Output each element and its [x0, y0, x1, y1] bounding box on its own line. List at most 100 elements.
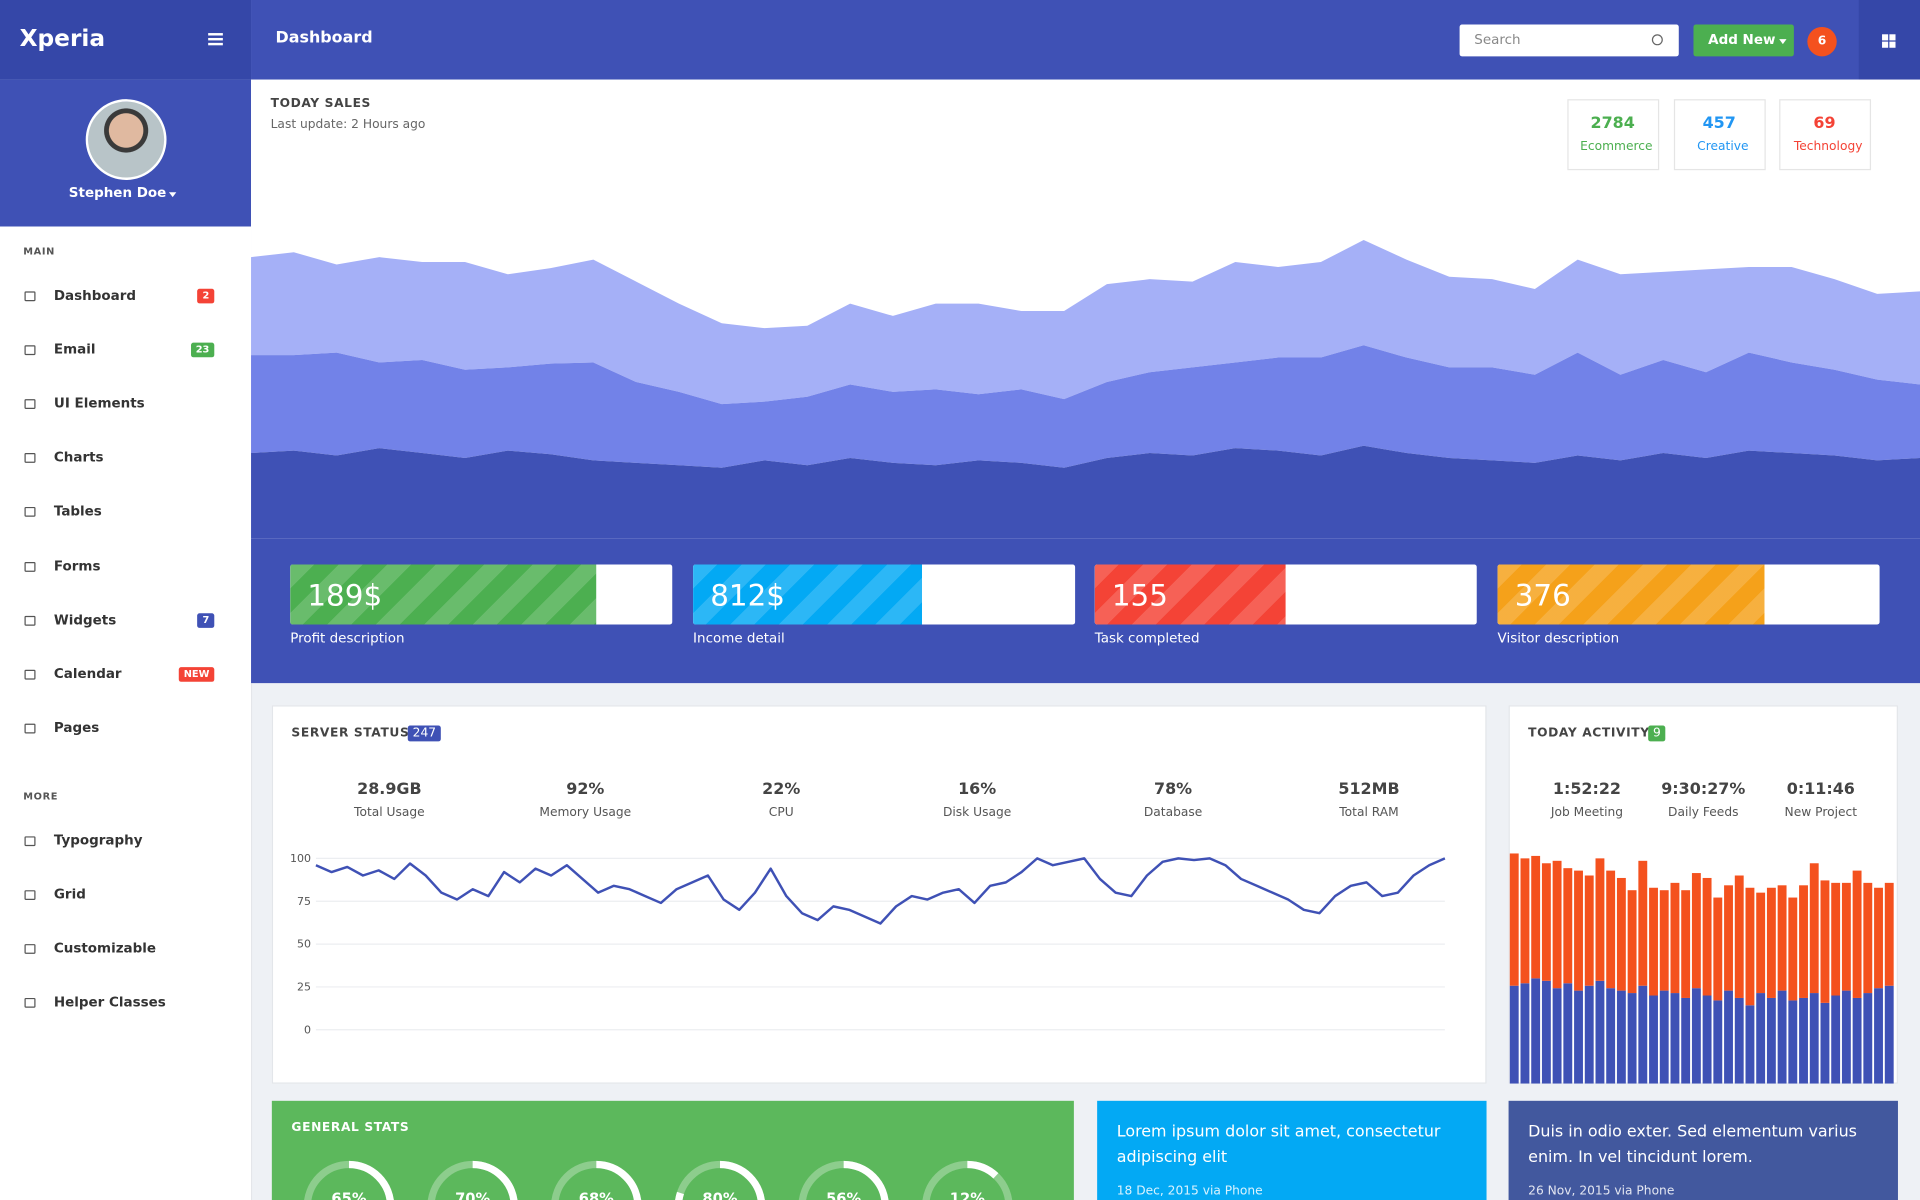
activity-bar: [1799, 885, 1808, 998]
post-card: [1508, 1100, 1898, 1200]
activity-bar: [1670, 882, 1680, 994]
stat-value: 16%: [958, 780, 997, 800]
activity-bar: [1820, 1002, 1830, 1084]
notification-badge[interactable]: 6: [1807, 26, 1837, 57]
menu-item[interactable]: Pages: [53, 719, 100, 736]
user-name[interactable]: Stephen Doe: [68, 184, 167, 201]
menu-toggle[interactable]: [208, 33, 223, 36]
activity-bar: [1799, 997, 1808, 1084]
notification-count: 6: [1817, 34, 1827, 49]
menu-badge: 2: [197, 288, 215, 304]
add-new-button[interactable]: Add New: [1693, 24, 1794, 57]
activity-bar: [1520, 983, 1530, 1084]
activity-bar: [1606, 988, 1616, 1084]
menu-icon: [24, 836, 36, 846]
panel-badge: 247: [407, 725, 441, 742]
stat-label: Creative: [1697, 140, 1749, 154]
donut-label: 56%: [826, 1191, 861, 1200]
grid-icon: [1882, 34, 1889, 41]
y-tick-label: 0: [304, 1023, 311, 1036]
area-layer: [251, 345, 1920, 468]
menu-item[interactable]: UI Elements: [53, 395, 145, 412]
activity-bar: [1584, 985, 1594, 1084]
activity-bar: [1713, 897, 1723, 1001]
activity-bar: [1627, 890, 1637, 994]
menu-badge: 7: [197, 612, 215, 628]
menu-item[interactable]: Dashboard: [53, 287, 137, 304]
activity-bar: [1874, 988, 1883, 1084]
activity-bar: [1884, 985, 1894, 1084]
stat-value: 457: [1702, 114, 1736, 133]
brand: Xperia: [19, 25, 106, 53]
donut-label: 65%: [331, 1191, 366, 1200]
menu-icon: [24, 561, 36, 572]
progress-label: Profit description: [290, 630, 405, 647]
menu-item[interactable]: Typography: [53, 832, 143, 849]
panel-title: GENERAL STATS: [291, 1121, 410, 1135]
section-title: TODAY SALES: [270, 97, 372, 111]
menu-item[interactable]: Tables: [53, 503, 102, 520]
donut-arc: [922, 1160, 1013, 1200]
menu-item[interactable]: Charts: [53, 449, 104, 466]
activity-bar: [1638, 860, 1648, 986]
stat-label: Technology: [1793, 140, 1863, 154]
y-tick-label: 50: [297, 938, 311, 951]
menu-badge: NEW: [178, 666, 215, 682]
activity-bar: [1766, 887, 1776, 998]
activity-bar: [1649, 887, 1658, 996]
activity-bar: [1681, 890, 1691, 998]
donut-arc: [551, 1160, 642, 1200]
apps-button[interactable]: [1858, 0, 1920, 80]
activity-bar: [1745, 1005, 1755, 1084]
donut-label: 70%: [455, 1191, 490, 1200]
activity-bar: [1552, 988, 1562, 1084]
stat-box: [1567, 99, 1660, 171]
menu-item[interactable]: Calendar: [53, 665, 122, 682]
post-card: [1097, 1100, 1487, 1200]
menu-icon: [24, 998, 36, 1008]
area-layer: [251, 239, 1920, 405]
progress-fill: [1497, 564, 1765, 625]
activity-chart: [1509, 853, 1894, 1084]
activity-bar: [1777, 990, 1787, 1084]
activity-bar: [1531, 978, 1541, 1084]
activity-bar: [1541, 863, 1551, 981]
menu-item[interactable]: Helper Classes: [53, 994, 166, 1011]
menu-item[interactable]: Widgets: [53, 611, 117, 628]
stat-label: Total Usage: [354, 806, 425, 820]
donut-label: 12%: [950, 1191, 985, 1200]
page-title: Dashboard: [275, 28, 373, 48]
activity-bar: [1852, 997, 1862, 1084]
activity-bar: [1595, 858, 1605, 981]
progress-value: 155: [1111, 578, 1168, 613]
stat-label: Disk Usage: [942, 806, 1012, 820]
menu-icon: [24, 399, 36, 410]
stat-value: 512MB: [1338, 780, 1400, 800]
server-status-panel: [271, 705, 1487, 1084]
progress-label: Task completed: [1094, 630, 1200, 647]
activity-bar: [1756, 892, 1766, 994]
donut-arc: [427, 1160, 518, 1200]
stat-label: Memory Usage: [539, 806, 632, 820]
activity-bar: [1616, 877, 1626, 991]
activity-bar: [1884, 882, 1894, 986]
avatar[interactable]: [85, 99, 167, 180]
activity-bar: [1670, 993, 1680, 1084]
menu-item[interactable]: Forms: [53, 557, 101, 574]
activity-bar: [1766, 997, 1776, 1084]
stat-label: Ecommerce: [1580, 140, 1653, 154]
activity-bar: [1584, 875, 1594, 986]
donut-arc: [674, 1160, 766, 1200]
activity-bar: [1659, 990, 1669, 1084]
menu-item[interactable]: Email: [53, 341, 96, 358]
activity-bar: [1509, 853, 1519, 986]
stat-value: 69: [1813, 114, 1836, 133]
activity-bar: [1616, 990, 1626, 1084]
activity-bar: [1841, 882, 1851, 991]
menu-item[interactable]: Customizable: [53, 940, 157, 957]
menu-item[interactable]: Grid: [53, 886, 86, 903]
area-layer: [251, 445, 1920, 539]
search-box[interactable]: Search: [1459, 24, 1679, 57]
menu-badge: 23: [190, 342, 215, 358]
